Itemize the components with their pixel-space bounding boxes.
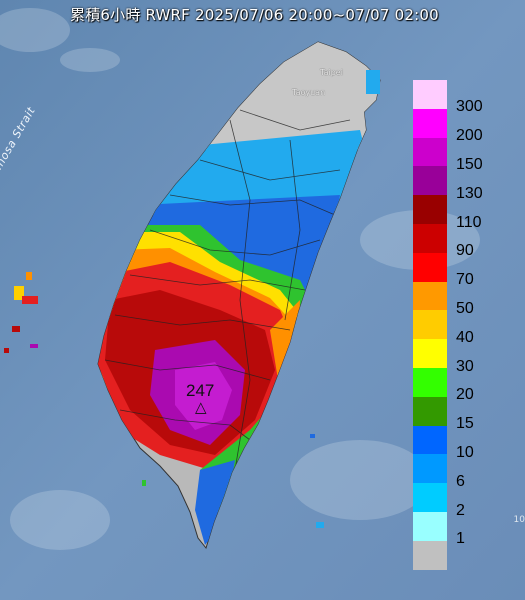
legend-swatch: [413, 108, 447, 139]
legend-swatch: [413, 540, 447, 571]
city-label-taoyuan: Taoyuan: [292, 88, 326, 97]
legend-label: 40: [456, 328, 474, 346]
legend-swatch: [413, 396, 447, 427]
legend-label: 150: [456, 156, 483, 173]
county-boundaries: [104, 109, 351, 471]
band-blue-south: [195, 460, 235, 545]
band-orange-east: [270, 300, 300, 380]
map-title: 累積6小時 RWRF 2025/07/06 20:00~07/07 02:00: [70, 6, 439, 24]
legend-swatch: [413, 454, 447, 484]
legend-label: 110: [456, 213, 482, 231]
offshore-echoes: [4, 70, 380, 528]
legend-label: 20: [456, 386, 474, 404]
city-label-taipei: Taipei: [320, 68, 343, 77]
legend-swatch: [413, 281, 447, 311]
peak-triangle-icon: △: [195, 398, 207, 416]
legend-swatch: [413, 80, 447, 110]
legend-swatch: [413, 368, 447, 398]
legend-label: 15: [456, 415, 474, 433]
legend-swatch: [413, 137, 447, 167]
legend-label: 130: [456, 184, 483, 202]
peak-value: 247: [186, 381, 215, 400]
legend-label: 10: [456, 444, 474, 461]
legend-swatch: [413, 339, 447, 369]
legend-swatch: [413, 195, 447, 225]
legend-label: 90: [456, 242, 474, 260]
band-magenta: [175, 362, 232, 430]
legend-label: 70: [456, 271, 474, 289]
legend-swatch: [413, 310, 447, 340]
color-legend: 300 200 150 130 110 90 70 50 40 30 20 15 10 6 2 1: [413, 80, 509, 571]
legend-swatch: [413, 166, 447, 196]
legend-swatch: [413, 483, 447, 513]
legend-swatch: [413, 425, 447, 455]
legend-swatch: [413, 252, 447, 283]
legend-label: 30: [456, 357, 474, 375]
legend-swatch: [413, 512, 447, 542]
band-light-blue: [150, 130, 380, 215]
legend-label: 200: [456, 127, 483, 145]
legend-label: 6: [456, 472, 465, 490]
legend-label: 2: [456, 501, 465, 519]
legend-label: 300: [456, 98, 483, 116]
corner-mark: 10: [513, 515, 525, 525]
legend-label: 50: [456, 300, 474, 317]
legend-label: 1: [456, 530, 465, 548]
legend-swatch: [413, 224, 447, 254]
